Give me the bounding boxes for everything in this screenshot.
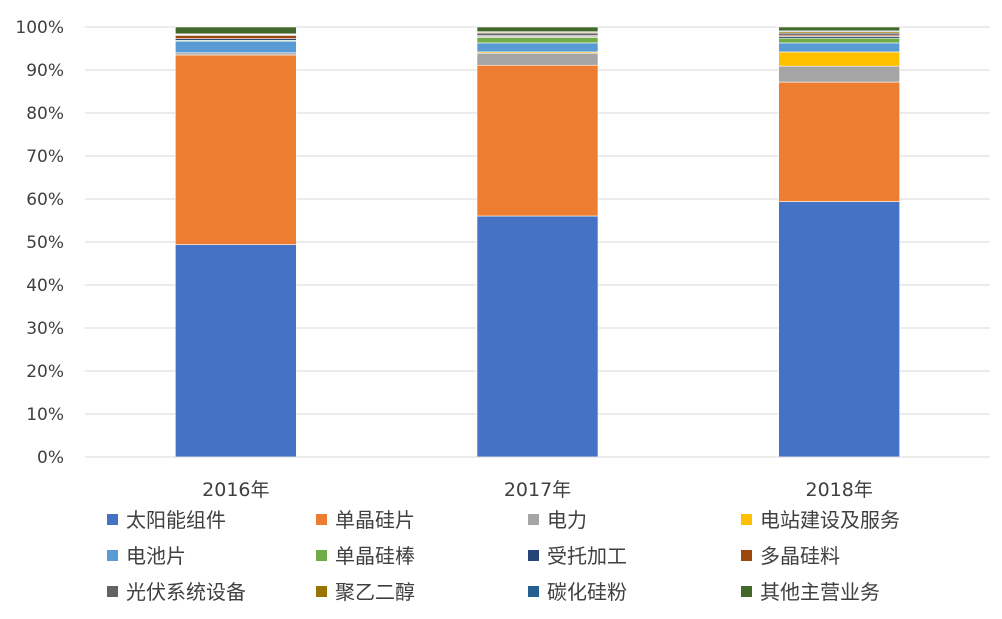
y-tick-label: 90% [26,61,64,81]
y-tick-label: 20% [26,362,64,382]
legend-item: 光伏系统设备 [107,580,246,604]
bar-segment [175,41,296,53]
bar-segment [779,82,900,202]
legend-item: 电池片 [107,544,186,568]
legend-label: 其他主营业务 [760,580,880,604]
bar-segment [477,53,598,65]
legend-swatch [741,514,752,525]
bar-segment [779,66,900,82]
legend-item: 碳化硅粉 [528,580,627,604]
legend-item: 单晶硅片 [316,508,415,532]
legend-swatch [528,586,539,597]
legend-label: 电站建设及服务 [760,508,900,532]
x-axis-tick-labels: 2016年 2017年 2018年 [202,479,873,501]
legend-item: 聚乙二醇 [316,580,415,604]
bar-segment [175,245,296,457]
bar-segment [477,43,598,52]
bar-segment [779,38,900,43]
y-tick-label: 80% [26,104,64,124]
legend-item: 受托加工 [528,544,627,568]
legend-swatch [107,550,118,561]
legend-item: 单晶硅棒 [316,544,415,568]
legend-swatch [528,550,539,561]
bar-segment [477,37,598,43]
legend-swatch [316,550,327,561]
y-tick-label: 60% [26,190,64,210]
bar-segment [175,53,296,55]
bar-segment [779,33,900,35]
legend-label: 电力 [547,508,587,532]
y-axis-tick-labels: 0% 10% 20% 30% 40% 50% 60% 70% 80% 90% 100% [15,18,64,468]
legend-item: 太阳能组件 [107,508,226,532]
bar-segment [477,216,598,457]
legend-swatch [741,550,752,561]
legend-label: 聚乙二醇 [335,580,415,604]
legend-swatch [316,586,327,597]
legend-swatch [741,586,752,597]
bar-segment [779,52,900,66]
legend-label: 光伏系统设备 [126,580,246,604]
bar-segment [779,27,900,31]
x-tick-label: 2017年 [504,479,571,501]
y-tick-label: 70% [26,147,64,167]
bar-segment [175,27,296,34]
legend-label: 单晶硅片 [335,508,415,532]
y-tick-label: 50% [26,233,64,253]
x-tick-label: 2018年 [805,479,872,501]
bar-segment [477,27,598,32]
legend-label: 单晶硅棒 [335,544,415,568]
legend-label: 多晶硅料 [760,544,840,568]
legend-item: 多晶硅料 [741,544,840,568]
legend-label: 太阳能组件 [126,508,226,532]
legend-swatch [528,514,539,525]
y-tick-label: 30% [26,319,64,339]
y-tick-label: 100% [15,18,64,38]
bar-segment [477,33,598,36]
legend-swatch [316,514,327,525]
bar-segment [779,43,900,52]
y-tick-label: 40% [26,276,64,296]
bar-segment [175,36,296,39]
legend-item: 电站建设及服务 [741,508,900,532]
legend-swatch [107,586,118,597]
legend-label: 电池片 [126,544,186,568]
x-tick-label: 2016年 [202,479,269,501]
y-tick-label: 10% [26,405,64,425]
legend-item: 其他主营业务 [741,580,880,604]
bar-segment [477,65,598,216]
bar-segment [175,55,296,245]
legend-label: 受托加工 [547,544,627,568]
bars [175,27,899,457]
legend-label: 碳化硅粉 [547,580,627,604]
y-tick-label: 0% [37,448,64,468]
legend-item: 电力 [528,508,587,532]
bar-segment [779,202,900,457]
legend-swatch [107,514,118,525]
